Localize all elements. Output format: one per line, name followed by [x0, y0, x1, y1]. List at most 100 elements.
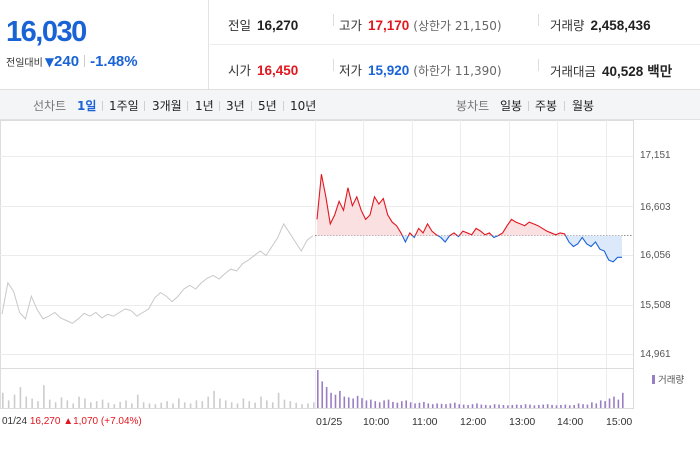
y-tick: 16,056 [640, 250, 671, 261]
divider [333, 14, 334, 26]
volume-bar [107, 402, 110, 408]
period-5y[interactable]: 5년 [258, 99, 277, 113]
chart-canvas [0, 120, 634, 409]
volume-bar [471, 404, 474, 408]
stat-label: 시가 [228, 63, 252, 78]
volume-bar [484, 404, 487, 408]
stats-grid: 전일 16,270 고가 17,170 (상한가 21,150) 거래량 2,458,… [210, 0, 700, 89]
volume-bar [440, 403, 443, 408]
change-rate: -1.48% [90, 53, 138, 70]
volume-bar [166, 401, 168, 408]
volume-bar [248, 401, 251, 408]
price-chart[interactable]: 17,151 16,603 16,056 15,508 14,961 거래량 0… [0, 120, 700, 450]
divider [144, 101, 145, 111]
up-area-fill [317, 174, 622, 236]
volume-bar [538, 404, 540, 408]
divider [283, 101, 284, 111]
volume-bar [431, 404, 434, 408]
stat-label: 저가 [339, 63, 363, 78]
period-10y[interactable]: 10년 [290, 99, 317, 113]
volume-bar [427, 403, 430, 408]
volume-bar [60, 397, 63, 408]
volume-bar [213, 390, 215, 408]
period-3y[interactable]: 3년 [226, 99, 245, 113]
volume-bar [295, 402, 297, 408]
stat-low: 저가 15,920 (하한가 11,390) [339, 60, 502, 79]
period-3m[interactable]: 3개월 [152, 99, 182, 113]
volume-bar [560, 404, 562, 408]
volume-bar [142, 402, 145, 408]
volume-bar [533, 405, 536, 408]
divider [333, 59, 334, 71]
stat-value: 15,920 [368, 63, 410, 78]
volume-legend: 거래량 [652, 372, 684, 386]
volume-bar [361, 398, 363, 408]
volume-bar [489, 405, 491, 408]
volume-swatch [652, 375, 655, 384]
volume-bar [577, 403, 580, 408]
stat-value: 16,450 [257, 63, 299, 78]
divider [251, 101, 252, 111]
volume-bar [195, 400, 198, 408]
period-1d[interactable]: 1일 [77, 99, 97, 113]
volume-bar [546, 404, 549, 408]
volume-bar [266, 400, 268, 408]
volume-bar [95, 401, 98, 408]
stat-value: 40,528 [602, 64, 644, 79]
prev-change: 1,070 [73, 416, 99, 427]
volume-bar [573, 404, 575, 408]
current-price: 16,030 [6, 16, 87, 48]
stat-prev-close: 전일 16,270 [228, 15, 298, 34]
stat-value: 2,458,436 [590, 18, 651, 33]
candle-weekly[interactable]: 주봉 [535, 99, 558, 113]
volume-bar [19, 387, 22, 408]
prev-close: 16,270 [29, 416, 61, 427]
x-tick: 14:00 [557, 416, 584, 428]
volume-bar [400, 401, 403, 408]
stat-open: 시가 16,450 [228, 60, 298, 79]
volume-bar [183, 402, 186, 408]
volume-bar [378, 402, 381, 408]
volume-bar [352, 398, 354, 408]
volume-bar [476, 403, 478, 408]
volume-bar [325, 387, 328, 408]
volume-bar [207, 396, 209, 408]
volume-bar [317, 370, 319, 408]
volume-bar [591, 402, 593, 408]
volume-bar [219, 398, 221, 408]
volume-bar [542, 404, 545, 408]
volume-bar [498, 404, 500, 408]
volume-bar [113, 404, 116, 408]
volume-bar [617, 399, 620, 408]
period-1y[interactable]: 1년 [195, 99, 214, 113]
volume-bar [502, 404, 505, 408]
divider [219, 101, 220, 111]
volume-bar [568, 405, 571, 408]
candle-chart-label: 봉차트 [456, 99, 490, 113]
volume-bar [383, 400, 385, 408]
x-tick: 15:00 [606, 416, 633, 428]
x-tick: 01/25 [316, 416, 343, 428]
stat-high: 고가 17,170 (상한가 21,150) [339, 15, 502, 34]
volume-bar [564, 404, 567, 408]
candle-monthly[interactable]: 월봉 [572, 99, 595, 113]
volume-bar [582, 404, 584, 408]
period-1w[interactable]: 1주일 [109, 99, 139, 113]
prev-date: 01/24 [2, 416, 28, 427]
down-triangle-icon: ▼ [44, 55, 55, 69]
stat-unit: 백만 [647, 64, 673, 79]
volume-bar [125, 400, 127, 408]
divider [564, 101, 565, 111]
volume-bar [418, 402, 421, 408]
today-line-up [316, 174, 567, 236]
stat-label: 거래량 [550, 18, 585, 33]
volume-bar [524, 404, 527, 408]
volume-bar [555, 405, 558, 408]
volume-bar [511, 404, 514, 408]
candle-daily[interactable]: 일봉 [500, 99, 523, 113]
y-tick: 14,961 [640, 349, 671, 360]
volume-bar [493, 404, 496, 408]
volume-bar [370, 399, 372, 408]
volume-bar [321, 381, 324, 408]
volume-bar [172, 403, 174, 408]
